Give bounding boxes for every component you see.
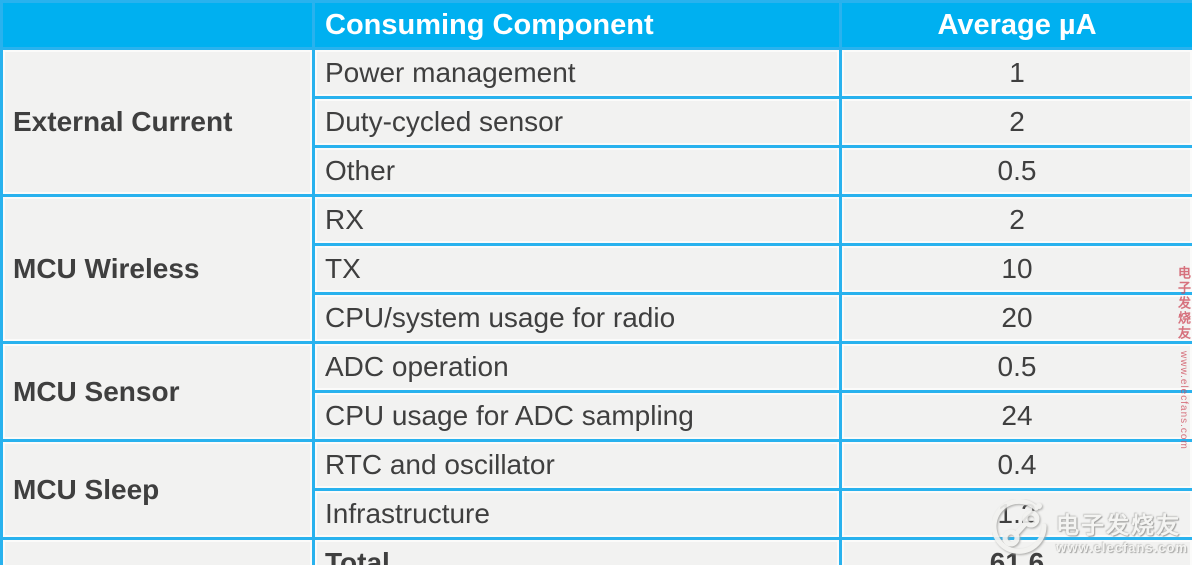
group-cell-empty <box>0 537 315 565</box>
header-consuming-component: Consuming Component <box>312 0 842 50</box>
value-cell: 10 <box>839 243 1192 295</box>
header-row: Consuming Component Average µA <box>0 0 1192 50</box>
table-row: External Current Power management 1 <box>0 47 1192 197</box>
table-row: CPU/system usage for radio 20 <box>2 292 1192 344</box>
table-row: Duty-cycled sensor 2 <box>2 96 1192 148</box>
component-cell: RTC and oscillator <box>312 439 842 491</box>
total-row: Total 61.6 <box>0 537 1192 565</box>
group-cell-mcu-sleep: MCU Sleep <box>0 439 315 540</box>
total-label-cell: Total <box>312 537 842 565</box>
header-corner-cell <box>0 0 315 50</box>
component-cell: ADC operation <box>312 341 842 393</box>
value-cell: 1.2 <box>839 488 1192 540</box>
component-cell: CPU usage for ADC sampling <box>312 390 842 442</box>
table-row: MCU Sensor ADC operation 0.5 <box>0 341 1192 442</box>
component-cell: TX <box>312 243 842 295</box>
component-cell: RX <box>312 194 842 246</box>
value-cell: 1 <box>839 47 1192 99</box>
value-cell: 0.5 <box>839 341 1192 393</box>
table-row: MCU Sleep RTC and oscillator 0.4 <box>0 439 1192 540</box>
table-row: TX 10 <box>2 243 1192 295</box>
value-cell: 24 <box>839 390 1192 442</box>
component-cell: CPU/system usage for radio <box>312 292 842 344</box>
value-cell: 2 <box>839 194 1192 246</box>
total-value-cell: 61.6 <box>839 537 1192 565</box>
component-cell: Infrastructure <box>312 488 842 540</box>
component-cell: Power management <box>312 47 842 99</box>
group-cell-mcu-sensor: MCU Sensor <box>0 341 315 442</box>
header-average-ua: Average µA <box>839 0 1192 50</box>
value-cell: 2 <box>839 96 1192 148</box>
component-cell: Other <box>312 145 842 197</box>
table-row: MCU Wireless RX 2 <box>0 194 1192 344</box>
value-cell: 0.5 <box>839 145 1192 197</box>
component-cell: Duty-cycled sensor <box>312 96 842 148</box>
value-cell: 20 <box>839 292 1192 344</box>
table-row: Infrastructure 1.2 <box>2 488 1192 540</box>
group-cell-external-current: External Current <box>0 47 315 197</box>
table-row: CPU usage for ADC sampling 24 <box>2 390 1192 442</box>
value-cell: 0.4 <box>839 439 1192 491</box>
table-row: Other 0.5 <box>2 145 1192 197</box>
group-cell-mcu-wireless: MCU Wireless <box>0 194 315 344</box>
